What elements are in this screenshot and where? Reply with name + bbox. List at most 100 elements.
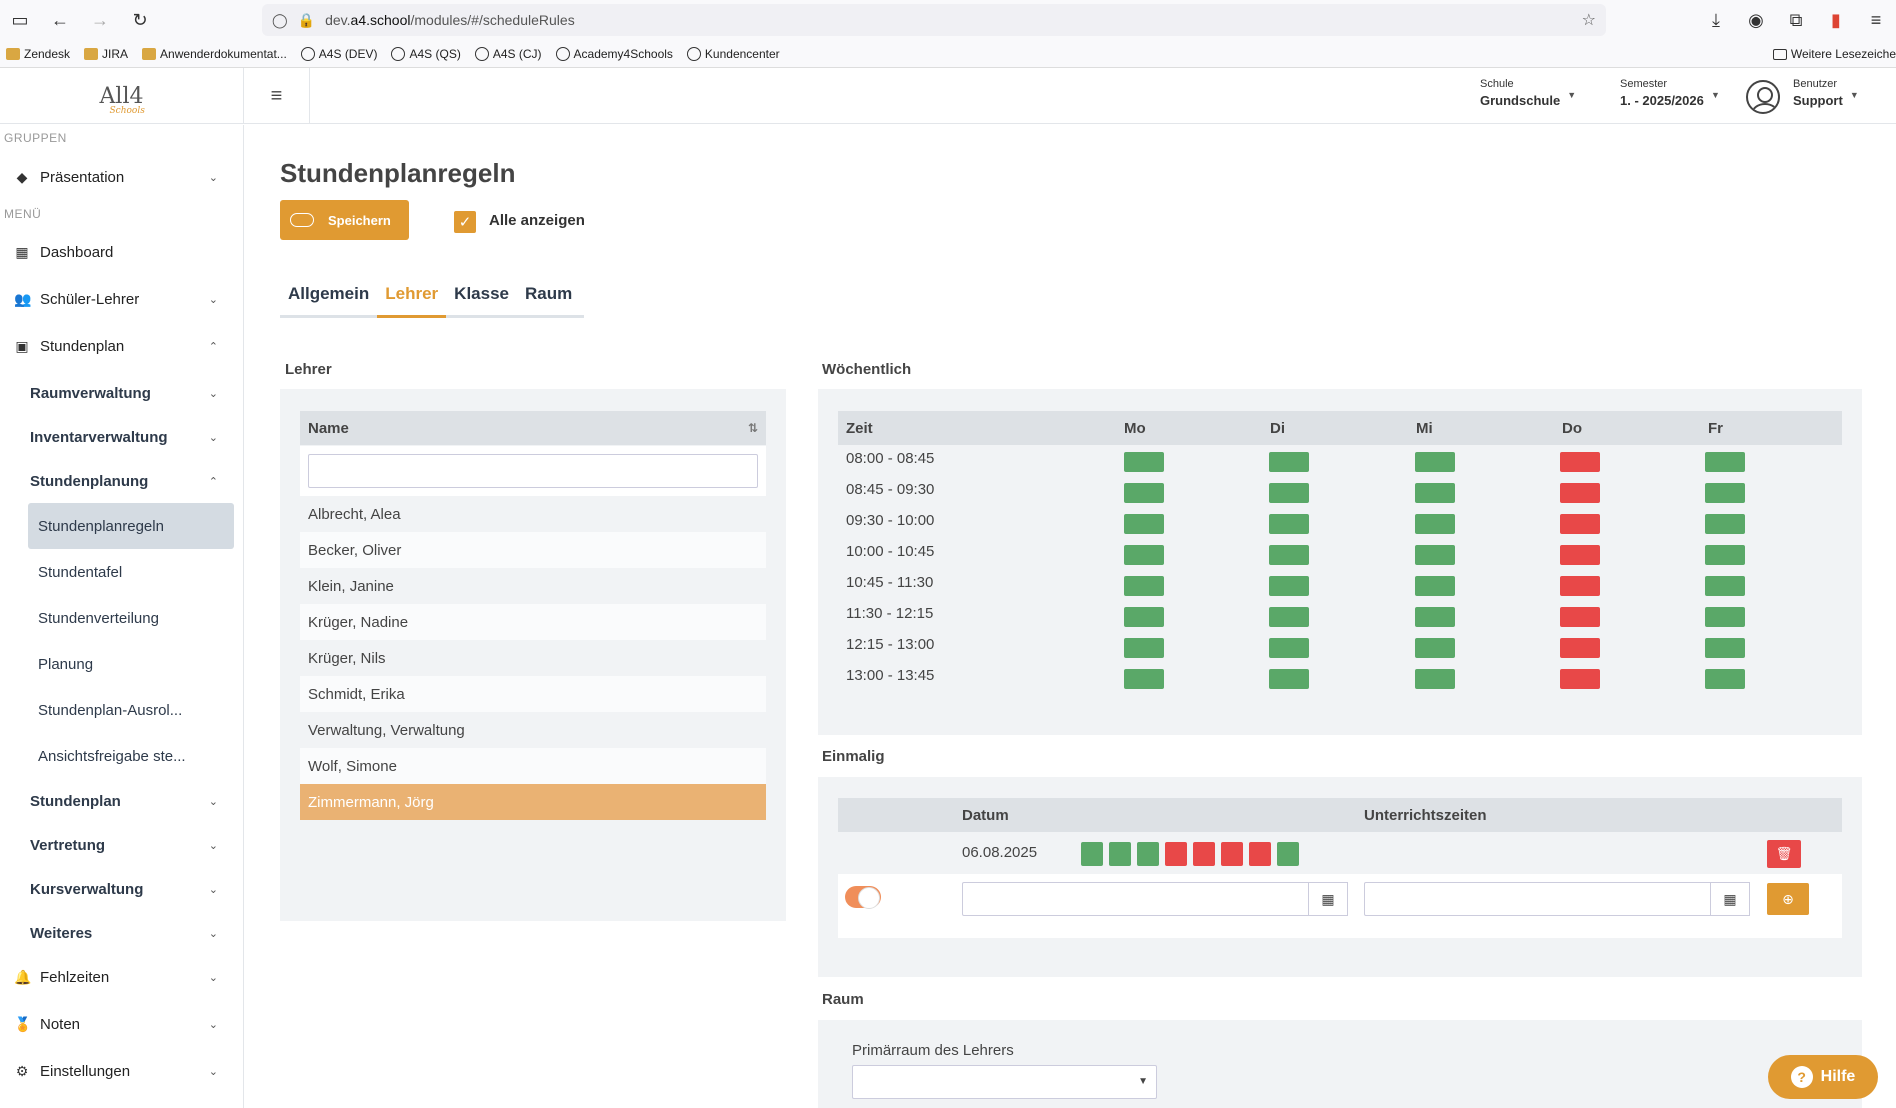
slot-mo[interactable] — [1124, 638, 1164, 658]
save-button[interactable]: Speichern — [280, 200, 409, 240]
sidebar-sub-weiteres[interactable]: Weiteres ⌄ — [30, 924, 218, 942]
once-slot[interactable] — [1109, 842, 1131, 866]
slot-fr[interactable] — [1705, 514, 1745, 534]
bookmark-academy[interactable]: Academy4Schools — [555, 46, 673, 61]
slot-mo[interactable] — [1124, 545, 1164, 565]
sidebar-sub-inventarverwaltung[interactable]: Inventarverwaltung ⌄ — [30, 428, 218, 446]
sidebar-item-fehlzeiten[interactable]: 🔔 Fehlzeiten ⌄ — [14, 968, 218, 986]
calendar-icon[interactable]: ▦ — [1710, 882, 1750, 916]
name-filter-input[interactable] — [308, 454, 758, 488]
extension-icon[interactable]: ▮ — [1831, 9, 1841, 30]
teacher-row[interactable]: Becker, Oliver — [300, 532, 766, 568]
add-entry-button[interactable]: ⊕ — [1767, 883, 1809, 915]
slot-fr[interactable] — [1705, 576, 1745, 596]
slot-fr[interactable] — [1705, 669, 1745, 689]
slot-mi[interactable] — [1415, 638, 1455, 658]
teacher-row-selected[interactable]: Zimmermann, Jörg — [300, 784, 766, 820]
slot-di[interactable] — [1269, 576, 1309, 596]
logo-area[interactable]: All4 Schools — [0, 68, 244, 124]
slot-do[interactable] — [1560, 545, 1600, 565]
bookmark-a4s-dev[interactable]: A4S (DEV) — [300, 46, 377, 61]
slot-do[interactable] — [1560, 483, 1600, 503]
teacher-row[interactable]: Krüger, Nils — [300, 640, 766, 676]
back-icon[interactable]: ← — [51, 9, 69, 30]
sidebar-leaf-stundentafel[interactable]: Stundentafel — [38, 563, 123, 581]
slot-mo[interactable] — [1124, 452, 1164, 472]
sidebar-toggle-icon[interactable]: ▭ — [11, 9, 29, 30]
slot-fr[interactable] — [1705, 452, 1745, 472]
sidebar-item-stundenplan[interactable]: ▣ Stundenplan ⌃ — [15, 337, 218, 355]
once-slot[interactable] — [1137, 842, 1159, 866]
sort-icon[interactable]: ⇅ — [747, 421, 758, 435]
slot-mi[interactable] — [1415, 669, 1455, 689]
slot-fr[interactable] — [1705, 483, 1745, 503]
sidebar-sub-stundenplanung[interactable]: Stundenplanung ⌃ — [30, 472, 218, 490]
sidebar-leaf-planung[interactable]: Planung — [38, 655, 94, 673]
teacher-row[interactable]: Verwaltung, Verwaltung — [300, 712, 766, 748]
slot-do[interactable] — [1560, 452, 1600, 472]
calendar-icon[interactable]: ▦ — [1308, 882, 1348, 916]
sidebar-leaf-ansichtsfreigabe[interactable]: Ansichtsfreigabe ste... — [38, 747, 186, 765]
slot-mi[interactable] — [1415, 576, 1455, 596]
bookmark-a4s-qs[interactable]: A4S (QS) — [391, 46, 461, 61]
slot-mi[interactable] — [1415, 514, 1455, 534]
avatar[interactable] — [1746, 80, 1780, 114]
sidebar-item-praesentation[interactable]: ◆ Präsentation ⌄ — [0, 157, 244, 197]
once-slot[interactable] — [1193, 842, 1215, 866]
hamburger-icon[interactable]: ≡ — [244, 68, 310, 124]
slot-fr[interactable] — [1705, 638, 1745, 658]
slot-di[interactable] — [1269, 607, 1309, 627]
bookmark-jira[interactable]: JIRA — [84, 47, 128, 61]
teacher-row[interactable]: Albrecht, Alea — [300, 496, 766, 532]
sidebar-item-noten[interactable]: 🏅 Noten ⌄ — [14, 1015, 218, 1033]
sidebar-sub-kursverwaltung[interactable]: Kursverwaltung ⌄ — [30, 880, 218, 898]
sidebar-sub-raumverwaltung[interactable]: Raumverwaltung ⌄ — [30, 384, 218, 402]
slot-di[interactable] — [1269, 638, 1309, 658]
slot-mi[interactable] — [1415, 452, 1455, 472]
slot-mo[interactable] — [1124, 483, 1164, 503]
slot-mi[interactable] — [1415, 483, 1455, 503]
extensions-icon[interactable]: ⧉ — [1789, 9, 1803, 30]
sidebar-item-einstellungen[interactable]: ⚙ Einstellungen ⌄ — [15, 1062, 218, 1080]
slot-di[interactable] — [1269, 452, 1309, 472]
delete-entry-button[interactable]: 🗑 — [1767, 840, 1801, 868]
slot-do[interactable] — [1560, 607, 1600, 627]
slot-mo[interactable] — [1124, 514, 1164, 534]
slot-do[interactable] — [1560, 638, 1600, 658]
sidebar-leaf-stundenplan-ausrollen[interactable]: Stundenplan-Ausrol... — [38, 701, 183, 719]
sidebar-sub-stundenplan[interactable]: Stundenplan ⌄ — [30, 792, 218, 810]
primary-room-select[interactable]: ▼ — [852, 1065, 1157, 1099]
menu-icon[interactable]: ≡ — [1870, 9, 1882, 30]
bookmark-a4s-cj[interactable]: A4S (CJ) — [474, 46, 542, 61]
slot-di[interactable] — [1269, 669, 1309, 689]
slot-do[interactable] — [1560, 576, 1600, 596]
slot-do[interactable] — [1560, 669, 1600, 689]
name-column-header[interactable]: Name ⇅ — [300, 411, 766, 445]
slot-mi[interactable] — [1415, 607, 1455, 627]
once-slot[interactable] — [1081, 842, 1103, 866]
tab-raum[interactable]: Raum — [525, 284, 573, 303]
slot-di[interactable] — [1269, 483, 1309, 503]
star-icon[interactable]: ☆ — [1581, 12, 1596, 29]
show-all-checkbox[interactable]: ✓ — [454, 211, 476, 233]
other-bookmarks[interactable]: Weitere Lesezeiche — [1772, 40, 1896, 68]
forward-icon[interactable]: → — [91, 9, 109, 30]
slot-di[interactable] — [1269, 514, 1309, 534]
reload-icon[interactable]: ↻ — [132, 9, 148, 30]
date-to-input[interactable] — [1364, 882, 1712, 916]
teacher-row[interactable]: Klein, Janine — [300, 568, 766, 604]
school-selector[interactable]: Schule Grundschule ▼ — [1480, 78, 1577, 108]
slot-mo[interactable] — [1124, 576, 1164, 596]
once-slot[interactable] — [1249, 842, 1271, 866]
download-icon[interactable]: ⤓ — [1712, 9, 1720, 30]
once-slot[interactable] — [1221, 842, 1243, 866]
date-from-input[interactable] — [962, 882, 1310, 916]
slot-mi[interactable] — [1415, 545, 1455, 565]
user-selector[interactable]: Benutzer Support ▼ — [1793, 78, 1859, 108]
slot-mo[interactable] — [1124, 607, 1164, 627]
teacher-row[interactable]: Wolf, Simone — [300, 748, 766, 784]
slot-mo[interactable] — [1124, 669, 1164, 689]
once-slot[interactable] — [1165, 842, 1187, 866]
bookmark-zendesk[interactable]: Zendesk — [6, 47, 70, 61]
address-bar[interactable]: ◯ 🔒 dev. a4.school/modules/#/scheduleRule… — [262, 4, 1606, 36]
